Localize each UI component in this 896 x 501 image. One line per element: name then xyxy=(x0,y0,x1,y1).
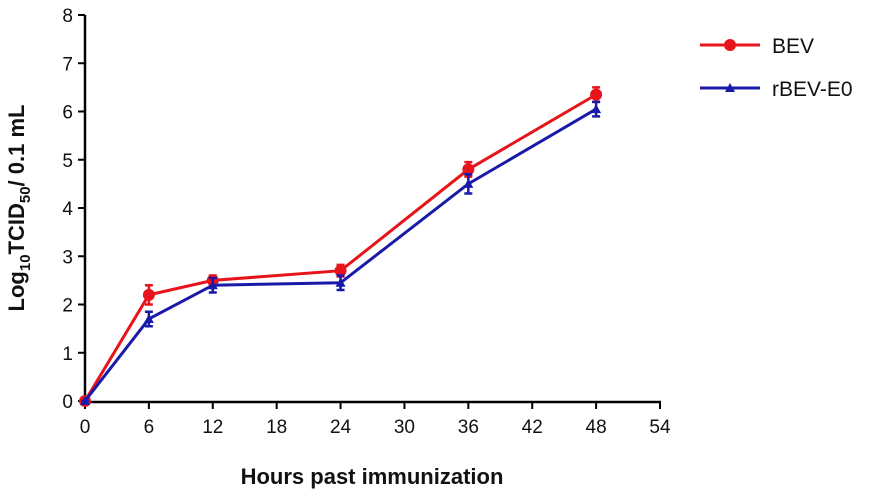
x-tick-label: 0 xyxy=(80,417,91,438)
point xyxy=(334,264,347,277)
series-line xyxy=(83,93,597,402)
point xyxy=(591,104,602,114)
x-tick-label: 48 xyxy=(586,417,607,438)
point xyxy=(142,288,155,301)
y-label-sub: 50 xyxy=(17,186,34,203)
y-tick-label: 1 xyxy=(62,344,73,365)
y-tick-label: 4 xyxy=(62,199,73,220)
legend-label: rBEV-E0 xyxy=(772,78,853,101)
point xyxy=(463,178,474,188)
y-tick-label: 3 xyxy=(62,247,73,268)
y-tick-label: 6 xyxy=(62,103,73,124)
x-tick-label: 6 xyxy=(144,417,155,438)
y-axis-label: Log10TCID50/ 0.1 mL xyxy=(4,105,34,312)
y-label-part: TCID xyxy=(4,203,29,254)
y-tick-label: 2 xyxy=(62,296,73,317)
y-label-part: / 0.1 mL xyxy=(4,105,29,187)
x-tick-label: 18 xyxy=(266,417,287,438)
x-axis-label: Hours past immunization xyxy=(241,464,504,489)
x-tick-label: 54 xyxy=(649,417,671,438)
x-tick-label: 42 xyxy=(522,417,543,438)
point xyxy=(80,396,90,405)
point xyxy=(335,277,346,287)
point xyxy=(590,88,603,101)
y-tick-label: 8 xyxy=(62,6,73,27)
point xyxy=(207,280,218,290)
x-tick-label: 24 xyxy=(330,417,352,438)
y-tick-label: 0 xyxy=(62,392,73,413)
x-tick-label: 12 xyxy=(202,417,223,438)
x-tick-label: 36 xyxy=(458,417,479,438)
y-label-part: Log xyxy=(4,271,29,311)
y-tick-label: 5 xyxy=(62,151,73,172)
series-line xyxy=(83,107,597,402)
y-label-sub: 10 xyxy=(17,254,34,271)
legend-marker xyxy=(724,39,736,51)
point xyxy=(143,313,154,323)
legend-label: BEV xyxy=(772,35,814,58)
y-tick-label: 7 xyxy=(62,54,73,75)
legend-marker xyxy=(725,83,735,92)
x-tick-label: 30 xyxy=(394,417,415,438)
point xyxy=(462,163,475,176)
